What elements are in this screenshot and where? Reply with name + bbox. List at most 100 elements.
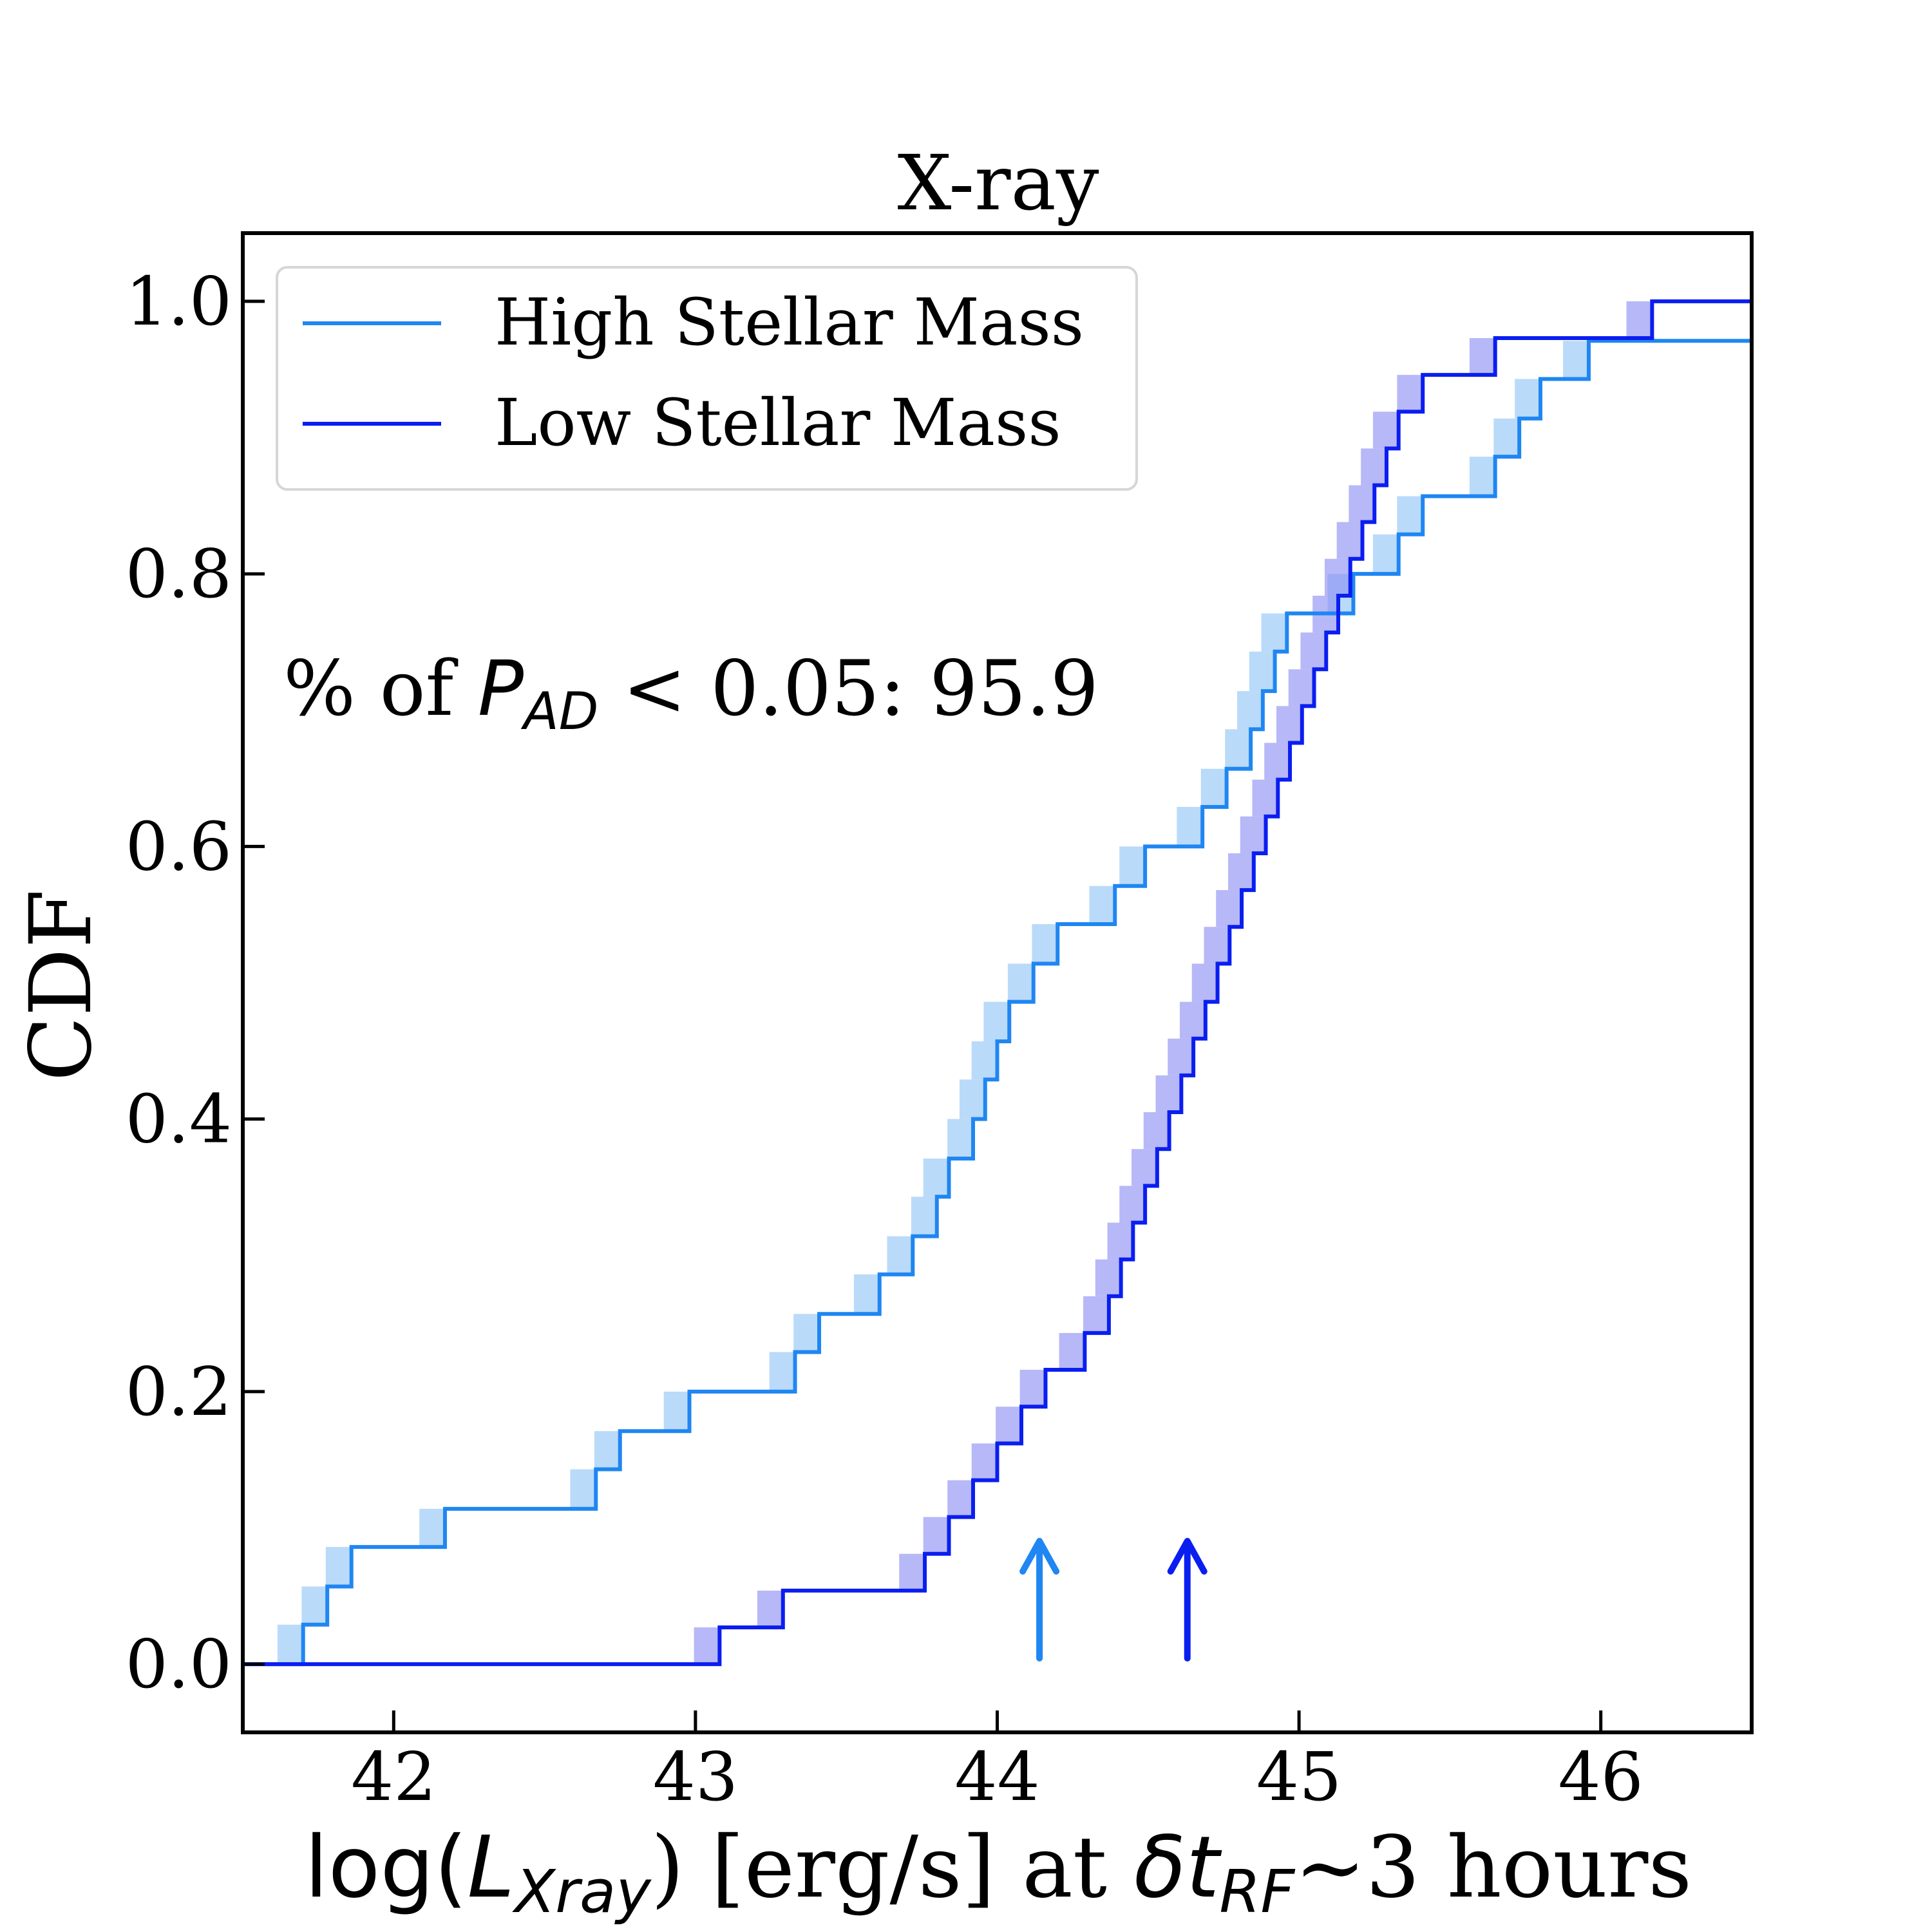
median-arrow-head-low-stellar-mass: [1167, 1538, 1208, 1575]
band-high-stellar-mass-23: [1225, 729, 1251, 769]
median-arrow-head-high-stellar-mass: [1019, 1538, 1060, 1575]
x-tick-label-4: 46: [1558, 1738, 1643, 1816]
band-low-stellar-mass-0: [694, 1627, 720, 1665]
band-low-stellar-mass-24: [1264, 743, 1291, 780]
band-high-stellar-mass-29: [1397, 496, 1423, 535]
band-low-stellar-mass-4: [947, 1480, 974, 1517]
band-high-stellar-mass-8: [793, 1314, 820, 1352]
median-arrow-low-stellar-mass: [1167, 1538, 1208, 1662]
band-high-stellar-mass-32: [1515, 379, 1540, 419]
band-low-stellar-mass-3: [923, 1517, 949, 1554]
band-low-stellar-mass-11: [1107, 1222, 1133, 1260]
band-low-stellar-mass-12: [1119, 1186, 1146, 1223]
band-low-stellar-mass-23: [1252, 779, 1278, 817]
y-tick-label-0: 0.0: [126, 1625, 232, 1703]
band-low-stellar-mass-22: [1240, 816, 1266, 853]
band-high-stellar-mass-25: [1249, 651, 1275, 692]
band-low-stellar-mass-29: [1324, 558, 1350, 596]
x-axis-label-prefix: log(: [305, 1818, 468, 1917]
y-tick-label-1: 0.2: [126, 1352, 232, 1431]
ad-annotation-suffix: < 0.05: 95.9: [598, 644, 1099, 733]
y-tick-label-4: 0.8: [126, 535, 232, 613]
median-markers: [1019, 1538, 1208, 1662]
band-high-stellar-mass-31: [1493, 418, 1520, 457]
band-high-stellar-mass-1: [301, 1586, 328, 1625]
band-high-stellar-mass-16: [983, 1001, 1010, 1042]
band-low-stellar-mass-13: [1132, 1149, 1157, 1186]
legend: High Stellar Mass Low Stellar Mass: [276, 266, 1138, 491]
x-tick-label-2: 44: [954, 1738, 1039, 1816]
band-high-stellar-mass-19: [1089, 886, 1115, 924]
band-low-stellar-mass-16: [1168, 1038, 1194, 1075]
y-tick-label-3: 0.6: [126, 807, 232, 886]
band-low-stellar-mass-17: [1180, 1001, 1206, 1039]
legend-box: [276, 266, 1138, 491]
band-high-stellar-mass-10: [887, 1236, 913, 1274]
x-axis-label: log(LXray) [erg/s] at δtRF~3 hours: [305, 1818, 1692, 1926]
band-high-stellar-mass-30: [1469, 457, 1495, 497]
band-low-stellar-mass-26: [1288, 669, 1314, 706]
band-high-stellar-mass-20: [1119, 846, 1146, 886]
band-low-stellar-mass-27: [1300, 632, 1327, 670]
band-high-stellar-mass-13: [947, 1119, 974, 1159]
band-low-stellar-mass-18: [1191, 963, 1218, 1002]
band-low-stellar-mass-8: [1059, 1332, 1085, 1370]
band-low-stellar-mass-15: [1155, 1075, 1182, 1113]
band-low-stellar-mass-36: [1626, 301, 1653, 338]
band-low-stellar-mass-2: [899, 1553, 925, 1591]
ad-annotation-prefix: % of: [283, 644, 478, 733]
axis-ticks: 42 43 44 45 46 0.0 0.2 0.4 0.6 0.8 1.0: [126, 262, 1643, 1816]
cdf-lines: [243, 299, 1752, 1667]
x-tick-label-1: 43: [653, 1738, 738, 1816]
band-low-stellar-mass-7: [1019, 1370, 1046, 1407]
band-high-stellar-mass-12: [923, 1159, 949, 1197]
x-tick-label-3: 45: [1256, 1738, 1341, 1816]
cdf-line-high-stellar-mass: [243, 339, 1752, 1667]
band-low-stellar-mass-20: [1216, 890, 1242, 927]
band-low-stellar-mass-25: [1276, 706, 1302, 743]
x-axis-label-l: L: [468, 1818, 515, 1917]
band-high-stellar-mass-14: [959, 1079, 985, 1119]
x-axis-label-suffix: ~3 hours: [1294, 1818, 1692, 1917]
confidence-bands: [277, 301, 1653, 1665]
band-low-stellar-mass-10: [1095, 1259, 1121, 1296]
band-low-stellar-mass-33: [1372, 412, 1399, 449]
chart-title: X-ray: [897, 138, 1099, 227]
ad-annotation: % of PAD < 0.05: 95.9: [283, 644, 1099, 741]
band-high-stellar-mass-2: [325, 1547, 352, 1587]
x-axis-label-l-sub: Xray: [512, 1857, 652, 1926]
median-arrow-high-stellar-mass: [1019, 1538, 1060, 1662]
band-low-stellar-mass-31: [1349, 485, 1375, 522]
band-low-stellar-mass-6: [996, 1406, 1021, 1444]
band-low-stellar-mass-35: [1469, 337, 1495, 375]
band-high-stellar-mass-6: [663, 1391, 690, 1432]
band-low-stellar-mass-32: [1361, 448, 1387, 486]
y-axis-label: CDF: [12, 889, 111, 1081]
band-high-stellar-mass-5: [594, 1431, 620, 1470]
band-high-stellar-mass-18: [1032, 923, 1058, 964]
band-high-stellar-mass-9: [853, 1274, 880, 1314]
band-high-stellar-mass-11: [911, 1197, 937, 1236]
band-low-stellar-mass-19: [1204, 927, 1230, 964]
band-high-stellar-mass-21: [1177, 806, 1203, 847]
legend-label-high-stellar-mass: High Stellar Mass: [495, 285, 1084, 360]
band-high-stellar-mass-0: [277, 1624, 303, 1665]
y-tick-label-2: 0.4: [126, 1080, 232, 1159]
cdf-line-low-stellar-mass: [243, 299, 1752, 1667]
band-low-stellar-mass-21: [1227, 853, 1254, 891]
band-low-stellar-mass-34: [1397, 375, 1423, 412]
band-high-stellar-mass-24: [1237, 691, 1263, 730]
band-high-stellar-mass-28: [1372, 534, 1399, 574]
x-axis-label-mid: ) [erg/s] at: [651, 1818, 1134, 1917]
band-high-stellar-mass-22: [1200, 768, 1227, 807]
ad-annotation-p-sub: AD: [520, 681, 598, 741]
band-low-stellar-mass-9: [1083, 1296, 1109, 1333]
band-high-stellar-mass-33: [1563, 341, 1589, 379]
band-low-stellar-mass-5: [971, 1443, 998, 1481]
band-high-stellar-mass-3: [419, 1508, 445, 1548]
band-low-stellar-mass-1: [757, 1590, 783, 1628]
legend-label-low-stellar-mass: Low Stellar Mass: [495, 385, 1061, 460]
ad-annotation-p: P: [478, 644, 524, 733]
band-high-stellar-mass-7: [769, 1352, 795, 1392]
x-axis-label-rf-sub: RF: [1219, 1857, 1295, 1926]
